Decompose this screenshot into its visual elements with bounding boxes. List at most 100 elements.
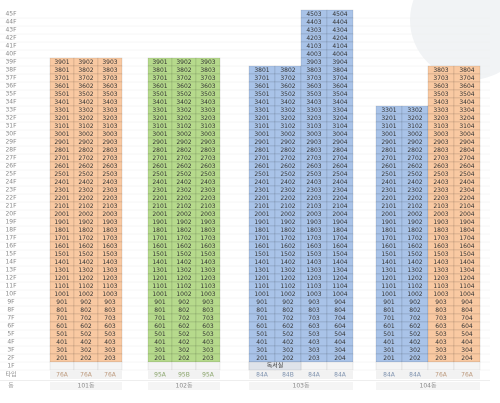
unit-number: 2904 [332,139,347,146]
unit-number: 3204 [459,115,474,122]
unit-number: 2901 [54,139,69,146]
unit-number: 2003 [306,211,321,218]
unit-number: 401 [383,339,395,346]
unit-number: 2402 [78,179,93,186]
unit-number: 2201 [254,195,269,202]
unit-number: 402 [409,339,421,346]
unit-number: 1003 [200,291,215,298]
unit-number: 2403 [433,179,448,186]
unit-number: 902 [282,299,294,306]
unit-number: 2802 [78,147,93,154]
unit-number: 3301 [254,107,269,114]
unit-number: 1803 [306,227,321,234]
unit-number: 3101 [254,123,269,130]
unit-number: 4504 [332,11,347,18]
type-label: 95A [202,372,215,379]
unit-number: 3802 [176,67,191,74]
unit-number: 1704 [332,235,347,242]
unit-number: 1204 [332,275,347,282]
unit-number: 1103 [433,283,448,290]
unit-number: 2202 [176,195,191,202]
unit-number: 2202 [407,195,422,202]
unit-number: 3702 [280,75,295,82]
unit-number: 2501 [152,171,167,178]
unit-number: 3603 [102,83,117,90]
unit-number: 2901 [254,139,269,146]
unit-number: 3602 [176,83,191,90]
unit-number: 2901 [152,139,167,146]
unit-number: 3903 [200,59,215,66]
unit-number: 1301 [152,267,167,274]
type-label: 84A [256,372,269,379]
floor-label: 7F [7,315,15,322]
unit-number: 3602 [78,83,93,90]
unit-number: 2801 [54,147,69,154]
unit-number: 2601 [54,163,69,170]
type-cell [50,371,74,379]
unit-number: 2503 [200,171,215,178]
unit-number: 1401 [152,259,167,266]
unit-number: 301 [56,347,68,354]
unit-number: 3003 [200,131,215,138]
unit-number: 701 [256,315,268,322]
unit-number: 901 [154,299,166,306]
unit-number: 203 [308,355,320,362]
unit-number: 3803 [306,67,321,74]
unit-number: 1202 [280,275,295,282]
unit-number: 2401 [54,179,69,186]
unit-number: 2802 [176,147,191,154]
unit-number: 1101 [152,283,167,290]
unit-number: 1302 [78,267,93,274]
unit-number: 603 [435,323,447,330]
unit-number: 903 [104,299,116,306]
unit-number: 1903 [200,219,215,226]
type-cell [327,371,353,379]
unit-number: 1602 [78,243,93,250]
unit-number: 3402 [280,99,295,106]
ground-cell [73,361,99,371]
unit-number: 1302 [176,267,191,274]
unit-number: 2304 [332,187,347,194]
unit-number: 2001 [152,211,167,218]
unit-number: 1001 [381,291,396,298]
unit-number: 802 [178,307,190,314]
floor-label: 40F [5,51,17,58]
unit-number: 2704 [459,155,474,162]
unit-number: 702 [178,315,190,322]
unit-number: 2802 [407,147,422,154]
unit-number: 901 [256,299,268,306]
decor-circle [410,0,500,80]
unit-number: 1802 [280,227,295,234]
unit-number: 1704 [459,235,474,242]
unit-number: 3602 [280,83,295,90]
unit-number: 2202 [280,195,295,202]
unit-number: 3301 [152,107,167,114]
unit-number: 2601 [254,163,269,170]
unit-number: 3601 [54,83,69,90]
unit-number: 3603 [306,83,321,90]
ground-cell [453,361,481,371]
unit-number: 1001 [254,291,269,298]
unit-number: 3703 [102,75,117,82]
type-label: 84A [409,372,422,379]
unit-number: 3204 [332,115,347,122]
unit-number: 3501 [54,91,69,98]
floor-label: 23F [5,187,17,194]
unit-number: 1801 [254,227,269,234]
unit-number: 2004 [332,211,347,218]
floor-label: 43F [5,27,17,34]
building-bar [50,382,122,390]
floor-label: 4F [7,339,15,346]
unit-number: 3902 [78,59,93,66]
unit-number: 4403 [306,19,321,26]
unit-number: 2203 [200,195,215,202]
unit-number: 2702 [176,155,191,162]
unit-number: 1301 [254,267,269,274]
unit-number: 2802 [280,147,295,154]
unit-number: 2303 [102,187,117,194]
unit-number: 1202 [78,275,93,282]
building-name: 102동 [176,383,193,390]
unit-number: 2703 [200,155,215,162]
unit-number: 3503 [433,91,448,98]
unit-number: 202 [178,355,190,362]
